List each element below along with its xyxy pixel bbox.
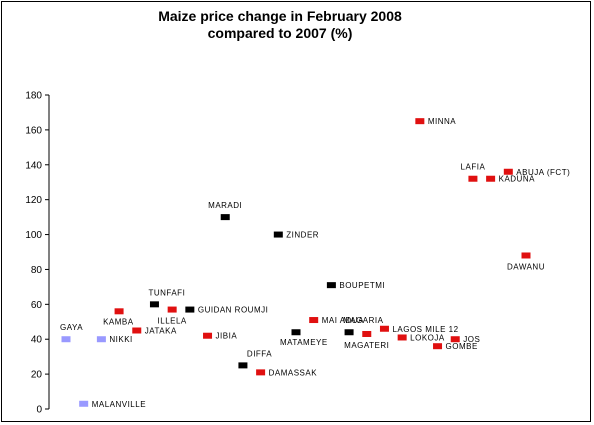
data-point-label: MARADI — [208, 201, 242, 210]
data-point-label: GUIDAN ROUMJI — [198, 306, 269, 315]
data-point — [468, 175, 478, 182]
data-point — [61, 336, 71, 343]
data-point-label: NIKKI — [109, 335, 132, 344]
data-point — [185, 306, 195, 313]
data-point-label: KAMBA — [103, 317, 134, 326]
data-point — [220, 214, 230, 221]
data-point-label: MATAMEYE — [280, 338, 328, 347]
data-point-label: ZINDER — [286, 231, 319, 240]
y-tick-label: 180 — [25, 91, 42, 102]
data-point-label: LAFIA — [461, 163, 486, 172]
data-point-label: JOS — [463, 335, 480, 344]
data-point-label: MALANVILLE — [92, 400, 146, 409]
data-point-label: MAI ADUA — [322, 316, 364, 325]
data-point — [114, 308, 124, 315]
data-point-label: DAMASSAK — [269, 368, 318, 377]
chart-title-line-2: compared to 2007 (%) — [207, 25, 353, 41]
data-point — [132, 327, 142, 334]
y-tick-label: 80 — [31, 265, 43, 276]
y-tick-label: 100 — [25, 230, 42, 241]
data-point — [362, 330, 372, 337]
y-tick-label: 0 — [36, 405, 42, 416]
data-point — [379, 325, 389, 332]
data-point — [309, 317, 319, 324]
data-point-label: KADUNA — [499, 175, 536, 184]
data-point-label: JATAKA — [145, 327, 177, 336]
data-point — [273, 231, 283, 238]
y-tick-label: 120 — [25, 195, 42, 206]
data-point-label: ABUJA (FCT) — [516, 168, 570, 177]
data-point-label: MAGATERI — [344, 341, 389, 350]
y-tick-label: 160 — [25, 125, 42, 136]
data-point — [433, 343, 443, 350]
data-point-label: MAGARIA — [343, 316, 384, 325]
data-point — [149, 301, 159, 308]
y-tick-label: 20 — [31, 370, 43, 381]
chart-title: Maize price change in February 2008 comp… — [120, 8, 440, 42]
data-point — [397, 334, 407, 341]
data-point — [344, 329, 354, 336]
data-point-label: TUNFAFI — [148, 288, 185, 297]
data-point — [503, 168, 513, 175]
y-tick-label: 60 — [31, 300, 43, 311]
data-point — [256, 369, 266, 376]
data-point — [96, 336, 106, 343]
chart-title-line-1: Maize price change in February 2008 — [158, 8, 402, 24]
data-point — [238, 362, 248, 369]
data-point-label: JIBIA — [216, 332, 238, 341]
data-point — [203, 332, 213, 339]
data-point-label: MINNA — [428, 117, 456, 126]
data-point — [167, 306, 177, 313]
data-point-label: GAYA — [60, 323, 83, 332]
data-point — [415, 118, 425, 125]
data-point-label: LAGOS MILE 12 — [392, 325, 458, 334]
data-point — [521, 252, 531, 259]
data-point-label: LOKOJA — [410, 333, 445, 342]
data-point — [79, 400, 89, 407]
data-point — [291, 329, 301, 336]
data-point — [326, 282, 336, 289]
data-point-label: GOMBE — [446, 342, 478, 351]
y-tick-label: 140 — [25, 160, 42, 171]
data-point-label: ILLELA — [158, 317, 187, 326]
data-point — [450, 336, 460, 343]
data-point-label: DIFFA — [247, 349, 272, 358]
y-tick-label: 40 — [31, 335, 43, 346]
data-point — [486, 175, 496, 182]
data-point-label: BOUPETMI — [339, 281, 385, 290]
data-point-label: DAWANU — [507, 262, 545, 271]
